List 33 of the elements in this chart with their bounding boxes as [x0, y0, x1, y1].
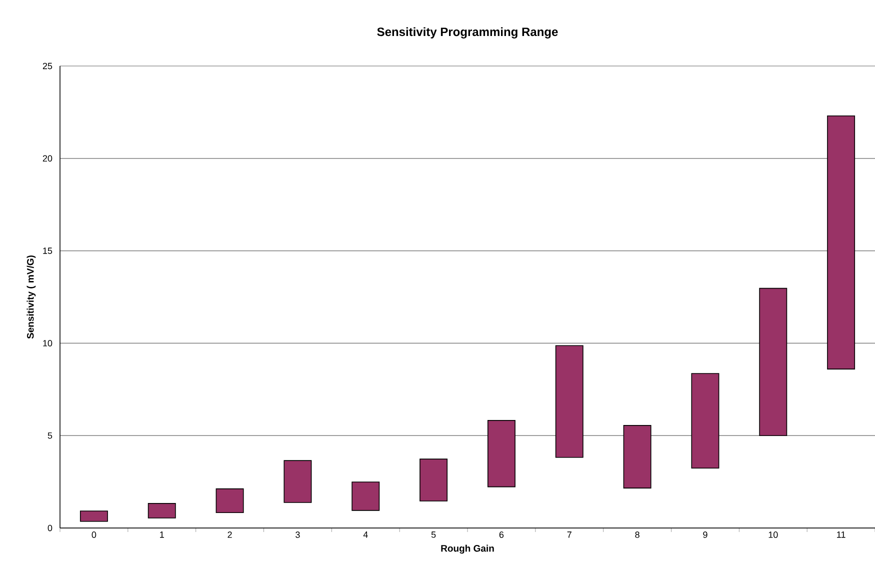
- y-tick-label: 5: [48, 432, 52, 439]
- x-tick-label: 4: [363, 532, 368, 538]
- bar: [148, 503, 176, 518]
- y-tick-label: 15: [43, 248, 52, 254]
- x-tick-label: 1: [160, 532, 164, 538]
- x-tick-label: 6: [499, 532, 504, 538]
- x-tick-label: 2: [228, 532, 232, 538]
- x-tick-label: 7: [567, 532, 572, 538]
- y-tick-label: 25: [42, 62, 52, 70]
- y-tick-label: 20: [42, 155, 52, 162]
- chart-title: Sensitivity Programming Range: [377, 27, 558, 38]
- x-tick-label: 10: [768, 532, 778, 538]
- x-tick-label: 5: [431, 532, 436, 538]
- x-tick-label: 8: [635, 532, 640, 538]
- bar: [420, 458, 448, 502]
- x-tick-label: 0: [92, 532, 96, 538]
- bar: [623, 425, 652, 488]
- bar: [759, 288, 788, 436]
- bar: [216, 488, 244, 514]
- bar: [555, 345, 584, 458]
- x-tick-label: 11: [837, 532, 846, 538]
- y-tick-label: 0: [48, 524, 52, 532]
- bar: [352, 482, 380, 511]
- y-tick-label: 10: [43, 340, 52, 346]
- x-tick-label: 3: [296, 532, 300, 538]
- x-tick-label: 9: [703, 532, 708, 538]
- y-axis-title: Sensitivity ( mV/G): [26, 256, 36, 339]
- bar: [827, 115, 856, 370]
- bar: [487, 420, 516, 488]
- bar: [284, 460, 312, 503]
- x-axis-title: Rough Gain: [441, 544, 494, 554]
- bar: [80, 510, 108, 522]
- bar: [691, 373, 720, 469]
